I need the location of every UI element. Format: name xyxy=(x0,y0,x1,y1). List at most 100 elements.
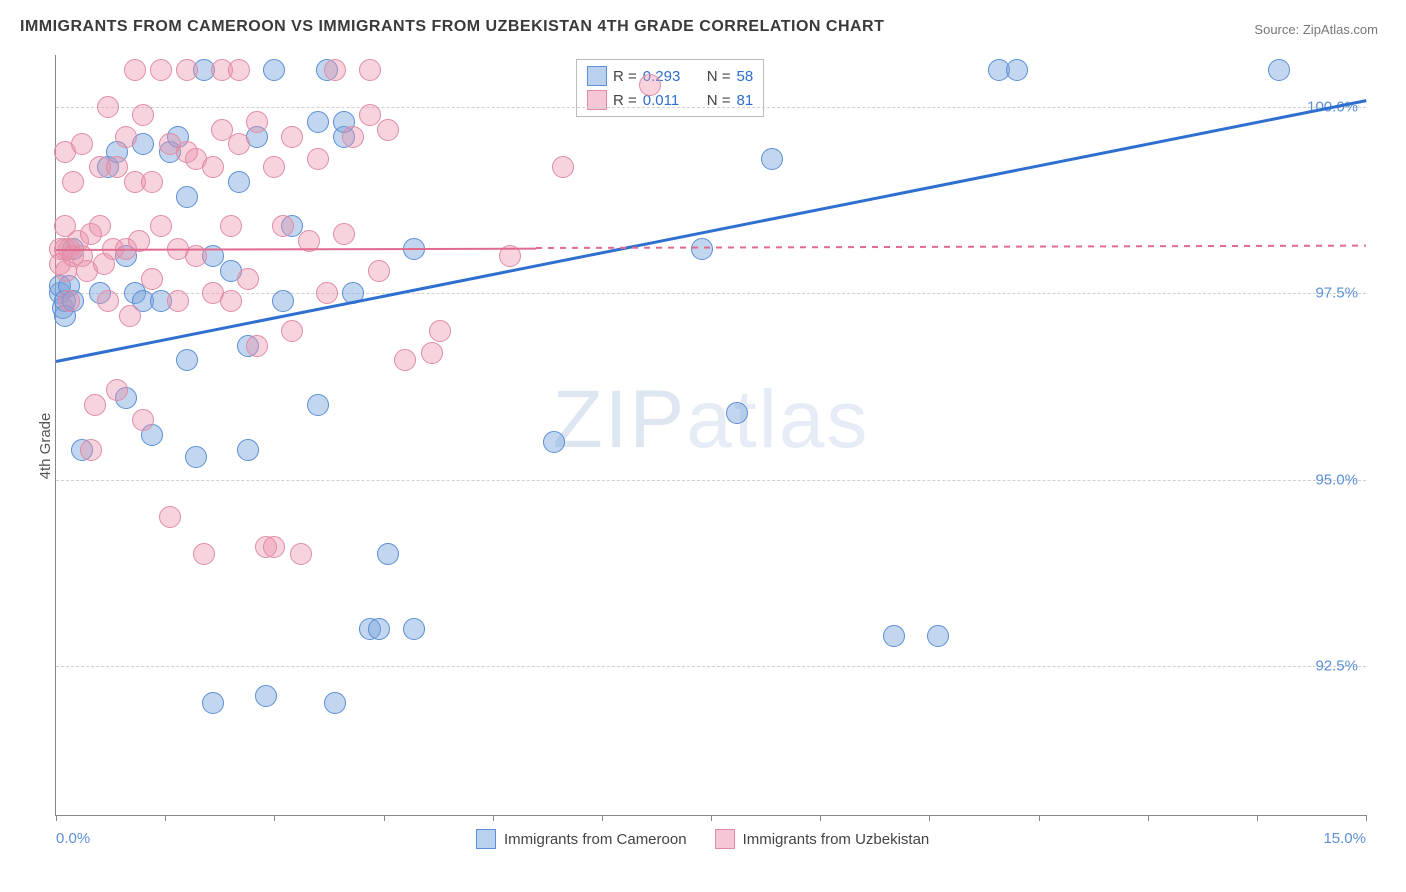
data-point xyxy=(132,104,154,126)
data-point xyxy=(176,349,198,371)
data-point xyxy=(246,335,268,357)
x-tick-mark xyxy=(820,815,821,821)
gridline xyxy=(56,480,1366,481)
y-tick-label: 97.5% xyxy=(1315,285,1358,302)
data-point xyxy=(220,215,242,237)
data-point xyxy=(1006,59,1028,81)
data-point xyxy=(263,156,285,178)
trend-line xyxy=(56,247,536,250)
r-label: R = xyxy=(613,92,637,109)
data-point xyxy=(307,111,329,133)
gridline xyxy=(56,293,1366,294)
x-tick-mark xyxy=(493,815,494,821)
data-point xyxy=(89,215,111,237)
x-tick-mark xyxy=(602,815,603,821)
x-tick-mark xyxy=(1257,815,1258,821)
watermark: ZIPatlas xyxy=(553,373,870,467)
scatter-plot-area: ZIPatlas R =0.293N = 58R =0.011N = 81 Im… xyxy=(55,55,1366,816)
data-point xyxy=(124,59,146,81)
data-point xyxy=(228,133,250,155)
data-point xyxy=(639,74,661,96)
data-point xyxy=(220,290,242,312)
data-point xyxy=(333,223,355,245)
data-point xyxy=(159,506,181,528)
data-point xyxy=(761,148,783,170)
data-point xyxy=(228,171,250,193)
legend-swatch xyxy=(587,66,607,86)
data-point xyxy=(202,692,224,714)
source-attribution: Source: ZipAtlas.com xyxy=(1254,22,1378,37)
data-point xyxy=(281,320,303,342)
source-label: Source: xyxy=(1254,22,1299,37)
data-point xyxy=(176,186,198,208)
data-point xyxy=(552,156,574,178)
data-point xyxy=(377,543,399,565)
data-point xyxy=(263,536,285,558)
data-point xyxy=(272,215,294,237)
x-tick-mark xyxy=(1366,815,1367,821)
y-tick-label: 92.5% xyxy=(1315,657,1358,674)
data-point xyxy=(272,290,294,312)
data-point xyxy=(237,268,259,290)
data-point xyxy=(237,439,259,461)
data-point xyxy=(228,59,250,81)
x-tick-mark xyxy=(711,815,712,821)
data-point xyxy=(324,59,346,81)
data-point xyxy=(1268,59,1290,81)
data-point xyxy=(71,133,93,155)
data-point xyxy=(263,59,285,81)
legend-bottom: Immigrants from Cameroon Immigrants from … xyxy=(476,829,929,849)
data-point xyxy=(176,59,198,81)
data-point xyxy=(80,439,102,461)
data-point xyxy=(281,126,303,148)
data-point xyxy=(543,431,565,453)
data-point xyxy=(97,290,119,312)
gridline xyxy=(56,107,1366,108)
legend-swatch xyxy=(476,829,496,849)
data-point xyxy=(58,290,80,312)
legend-stat-row: R =0.011N = 81 xyxy=(587,88,753,112)
data-point xyxy=(106,379,128,401)
y-tick-label: 95.0% xyxy=(1315,471,1358,488)
source-link[interactable]: ZipAtlas.com xyxy=(1303,22,1378,37)
n-value: 81 xyxy=(737,92,754,109)
data-point xyxy=(290,543,312,565)
data-point xyxy=(368,260,390,282)
data-point xyxy=(62,171,84,193)
data-point xyxy=(316,282,338,304)
x-max-label: 15.0% xyxy=(1323,830,1366,847)
data-point xyxy=(97,96,119,118)
data-point xyxy=(119,305,141,327)
y-axis-label: 4th Grade xyxy=(37,413,54,480)
data-point xyxy=(394,349,416,371)
data-point xyxy=(377,119,399,141)
n-label: N = xyxy=(707,68,731,85)
data-point xyxy=(726,402,748,424)
x-tick-mark xyxy=(274,815,275,821)
data-point xyxy=(185,446,207,468)
x-tick-mark xyxy=(929,815,930,821)
x-tick-mark xyxy=(1148,815,1149,821)
data-point xyxy=(84,394,106,416)
data-point xyxy=(150,215,172,237)
data-point xyxy=(115,126,137,148)
legend-series-name: Immigrants from Uzbekistan xyxy=(743,831,930,848)
n-value: 58 xyxy=(737,68,754,85)
legend-item: Immigrants from Cameroon xyxy=(476,829,687,849)
legend-stats-box: R =0.293N = 58R =0.011N = 81 xyxy=(576,59,764,117)
x-tick-mark xyxy=(56,815,57,821)
data-point xyxy=(150,59,172,81)
x-min-label: 0.0% xyxy=(56,830,90,847)
watermark-atlas: atlas xyxy=(686,374,869,465)
data-point xyxy=(167,290,189,312)
trend-line xyxy=(536,245,1366,249)
data-point xyxy=(421,342,443,364)
data-point xyxy=(368,618,390,640)
data-point xyxy=(141,268,163,290)
gridline xyxy=(56,666,1366,667)
watermark-zip: ZIP xyxy=(553,374,687,465)
data-point xyxy=(927,625,949,647)
x-tick-mark xyxy=(165,815,166,821)
data-point xyxy=(883,625,905,647)
legend-item: Immigrants from Uzbekistan xyxy=(715,829,930,849)
